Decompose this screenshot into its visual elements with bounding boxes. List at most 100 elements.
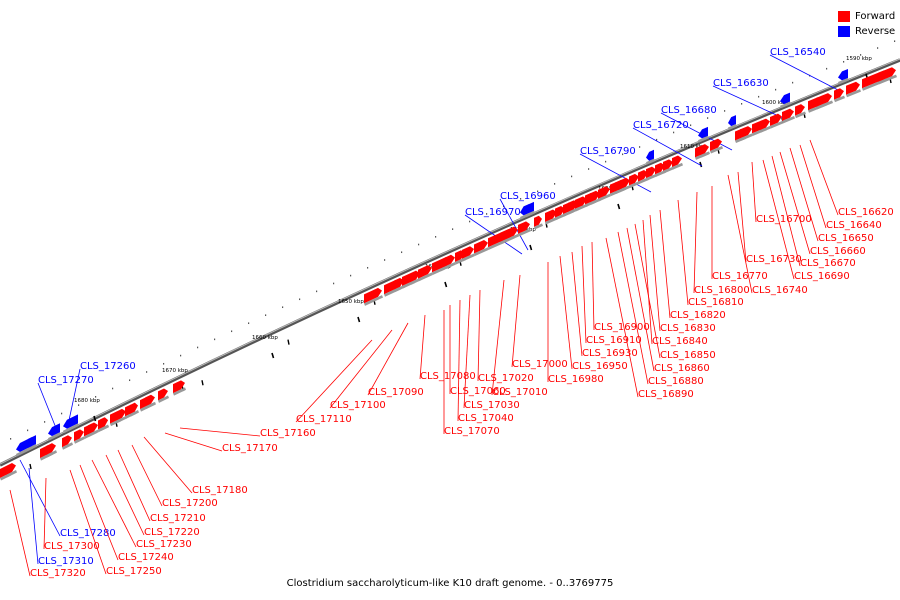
gene-body[interactable] — [364, 287, 382, 304]
gene-body[interactable] — [462, 246, 474, 259]
gene-CLS_16680[interactable] — [728, 115, 737, 130]
gene-body[interactable] — [62, 435, 72, 448]
gene-body[interactable] — [158, 388, 168, 401]
gene-body[interactable] — [590, 190, 600, 203]
gene-body[interactable] — [545, 209, 557, 223]
gene-body[interactable] — [555, 205, 565, 218]
gene-extra[interactable] — [846, 81, 861, 98]
gene-body[interactable] — [440, 257, 450, 269]
gene-CLS_17310[interactable] — [24, 435, 37, 453]
gene-CLS_17240[interactable] — [74, 429, 85, 444]
gene-CLS_16830[interactable] — [646, 166, 657, 181]
gene-extra[interactable] — [700, 144, 709, 158]
gene-CLS_16890[interactable] — [598, 186, 611, 202]
gene-body[interactable] — [410, 270, 420, 283]
gene-extra[interactable] — [88, 422, 99, 437]
gene-body[interactable] — [700, 144, 708, 156]
gene-body[interactable] — [474, 240, 488, 254]
gene-CLS_17040[interactable] — [455, 250, 466, 265]
gene-body[interactable] — [728, 115, 736, 127]
gene-CLS_16720[interactable] — [698, 126, 709, 143]
gene-CLS_16670[interactable] — [795, 104, 806, 119]
gene-body[interactable] — [598, 186, 610, 199]
gene-body[interactable] — [780, 92, 790, 105]
gene-CLS_17170[interactable] — [158, 388, 169, 403]
gene-CLS_16820[interactable] — [655, 162, 666, 177]
gene-body[interactable] — [838, 68, 848, 81]
gene-extra[interactable] — [6, 463, 17, 478]
gene-extra[interactable] — [568, 200, 579, 215]
gene-CLS_16690[interactable] — [782, 108, 795, 124]
gene-body[interactable] — [575, 196, 587, 209]
gene-body[interactable] — [100, 417, 108, 429]
gene-body[interactable] — [518, 221, 530, 234]
gene-extra[interactable] — [663, 159, 674, 174]
gene-CLS_16540[interactable] — [838, 68, 849, 85]
gene-body[interactable] — [740, 126, 752, 139]
gene-CLS_16700[interactable] — [770, 113, 783, 129]
gene-body[interactable] — [615, 179, 625, 192]
gene-body[interactable] — [638, 170, 648, 182]
gene-body[interactable] — [710, 138, 722, 152]
gene-extra[interactable] — [500, 228, 515, 245]
gene-body[interactable] — [46, 443, 56, 456]
gene-CLS_17260[interactable] — [63, 414, 79, 434]
gene-extra[interactable] — [410, 270, 421, 285]
gene-CLS_16840[interactable] — [638, 170, 649, 185]
gene-body[interactable] — [663, 159, 673, 171]
gene-body[interactable] — [520, 204, 529, 216]
gene-CLS_17000[interactable] — [518, 221, 531, 237]
gene-body[interactable] — [646, 149, 654, 161]
gene-extra[interactable] — [100, 417, 109, 432]
gene-body[interactable] — [816, 95, 826, 107]
gene-CLS_16630[interactable] — [780, 92, 791, 109]
gene-extra[interactable] — [816, 95, 827, 110]
gene-body[interactable] — [534, 215, 542, 227]
gene-extra[interactable] — [116, 408, 127, 424]
gene-body[interactable] — [646, 166, 656, 179]
gene-body[interactable] — [48, 423, 60, 437]
gene-CLS_17110[interactable] — [364, 287, 383, 306]
gene-body[interactable] — [145, 394, 155, 407]
gene-CLS_16810[interactable] — [672, 155, 683, 170]
gene-CLS_16640[interactable] — [834, 88, 845, 103]
gene-body[interactable] — [455, 250, 465, 263]
gene-CLS_17020[interactable] — [474, 240, 489, 256]
gene-CLS_17270[interactable] — [48, 423, 61, 441]
gene-body[interactable] — [418, 265, 432, 279]
gene-extra[interactable] — [46, 443, 57, 458]
gene-extra[interactable] — [878, 67, 897, 85]
gene-body[interactable] — [760, 118, 770, 131]
gene-body[interactable] — [834, 88, 844, 100]
gene-extra[interactable] — [590, 190, 601, 205]
gene-body[interactable] — [822, 93, 832, 105]
gene-body[interactable] — [63, 414, 78, 429]
gene-body[interactable] — [500, 228, 514, 242]
gene-body[interactable] — [735, 129, 745, 141]
gene-extra[interactable] — [760, 118, 771, 133]
gene-extra[interactable] — [145, 394, 156, 410]
gene-CLS_16790[interactable] — [646, 149, 655, 165]
gene-body[interactable] — [130, 402, 138, 414]
gene-body[interactable] — [795, 104, 805, 116]
gene-extra[interactable] — [394, 277, 405, 293]
gene-body[interactable] — [6, 463, 16, 476]
gene-extra[interactable] — [440, 257, 451, 272]
gene-CLS_16970[interactable] — [520, 204, 530, 220]
gene-body[interactable] — [672, 155, 682, 168]
gene-body[interactable] — [629, 173, 639, 186]
gene-body[interactable] — [698, 126, 708, 139]
gene-CLS_17160[interactable] — [173, 380, 186, 396]
gene-body[interactable] — [74, 429, 84, 442]
gene-CLS_17250[interactable] — [62, 435, 73, 450]
gene-extra[interactable] — [735, 129, 746, 144]
gene-body[interactable] — [173, 380, 185, 394]
gene-body[interactable] — [782, 108, 794, 121]
gene-extra[interactable] — [615, 179, 626, 195]
gene-CLS_17080[interactable] — [418, 265, 433, 282]
gene-body[interactable] — [846, 81, 860, 95]
gene-body[interactable] — [655, 162, 665, 175]
gene-extra[interactable] — [130, 402, 139, 417]
gene-body[interactable] — [116, 408, 126, 421]
gene-body[interactable] — [770, 113, 782, 126]
